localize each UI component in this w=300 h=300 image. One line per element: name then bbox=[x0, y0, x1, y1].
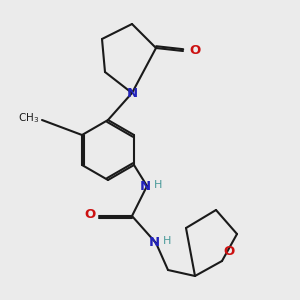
Text: N: N bbox=[149, 236, 160, 250]
Text: N: N bbox=[126, 86, 138, 100]
Text: O: O bbox=[85, 208, 96, 221]
Text: N: N bbox=[140, 179, 151, 193]
Text: CH$_3$: CH$_3$ bbox=[18, 112, 39, 125]
Text: H: H bbox=[163, 236, 172, 247]
Text: O: O bbox=[224, 245, 235, 258]
Text: H: H bbox=[154, 179, 163, 190]
Text: O: O bbox=[189, 44, 200, 58]
